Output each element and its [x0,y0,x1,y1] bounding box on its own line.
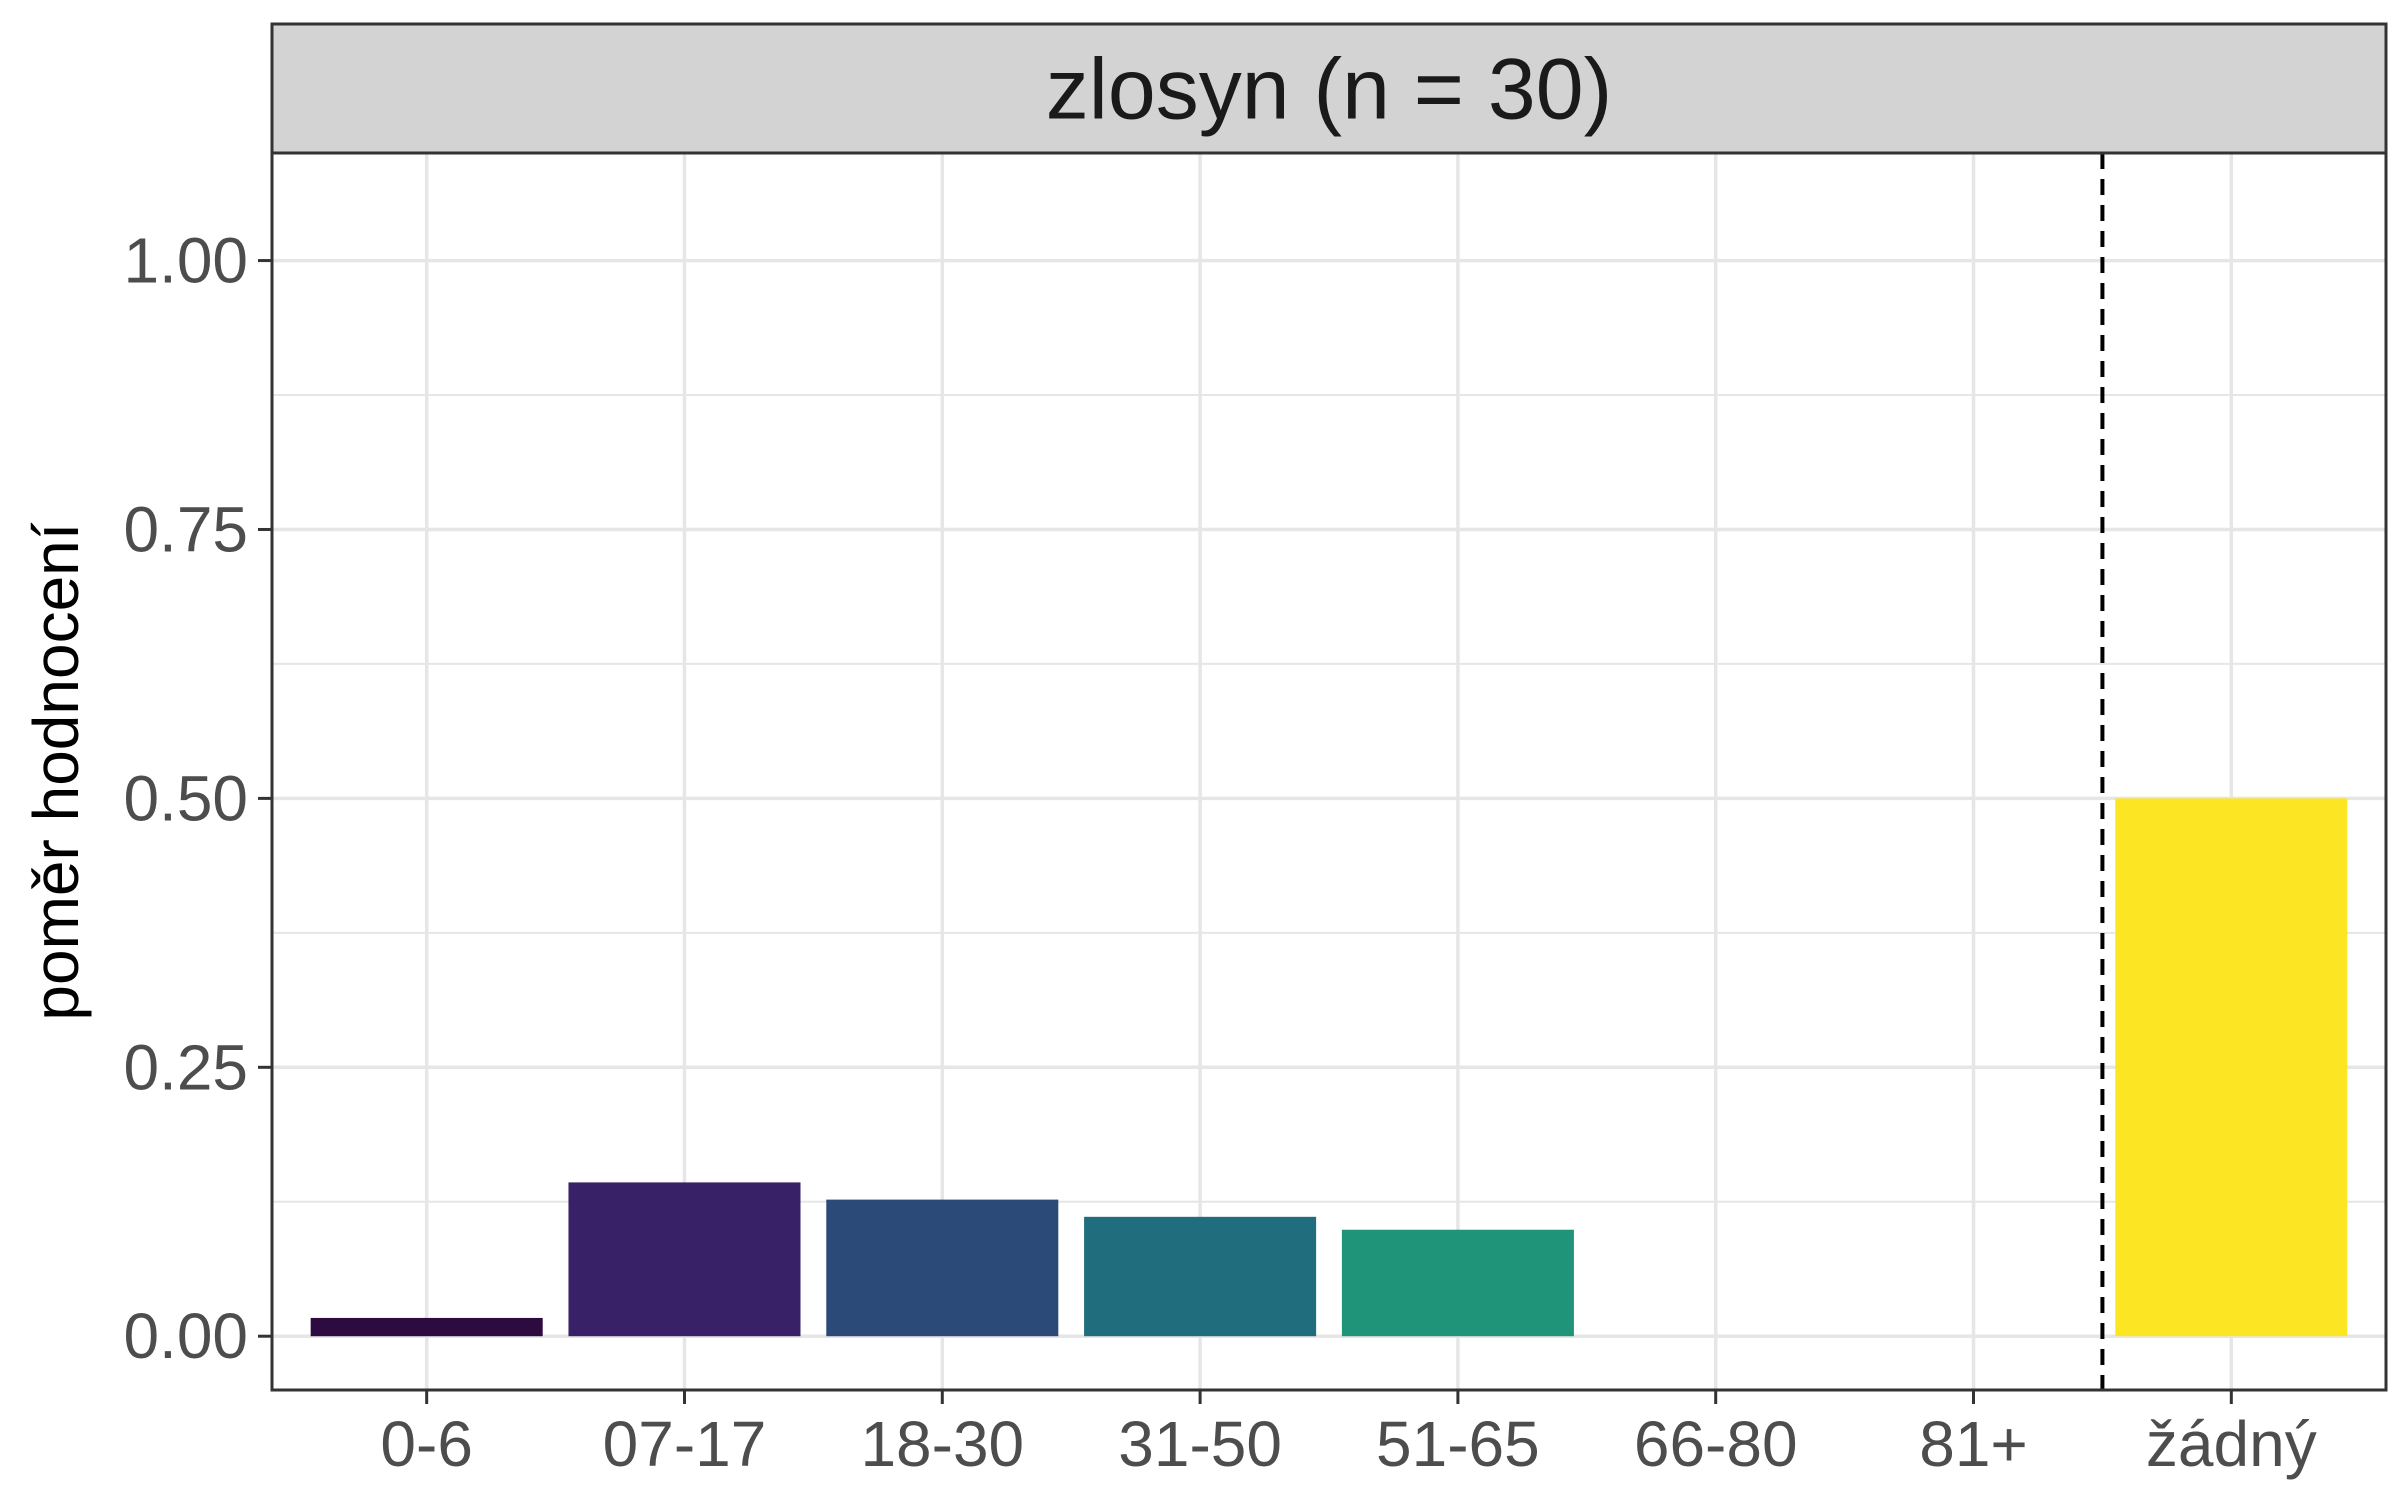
x-tick-label: žádný [2146,1408,2317,1480]
y-tick-label: 0.50 [123,762,248,834]
bar-18-30 [826,1199,1059,1337]
y-tick-label: 1.00 [123,225,248,297]
bars [310,798,2348,1337]
x-tick-label: 07-17 [603,1408,767,1480]
bar-0-6 [310,1317,543,1337]
x-tick-label: 51-65 [1376,1408,1540,1480]
bar-07-17 [568,1182,801,1337]
major-gridlines [272,153,2386,1390]
x-tick-label: 66-80 [1634,1408,1798,1480]
x-tick-label: 18-30 [860,1408,1024,1480]
x-tick-label: 0-6 [380,1408,473,1480]
bar-žádný [2115,798,2348,1337]
y-tick-label: 0.00 [123,1300,248,1372]
y-axis-title: poměr hodnocení [20,522,92,1020]
facet-strip-title: zlosyn (n = 30) [1046,42,1612,138]
y-tick-label: 0.25 [123,1031,248,1103]
minor-gridlines [272,394,2386,1203]
facet-strip [270,22,2388,155]
x-axis: 0-6 07-17 18-30 31-50 51-65 66-80 81+ žádný [380,1390,2317,1480]
x-tick-label: 81+ [1919,1408,2028,1480]
y-tick-label: 0.75 [123,493,248,565]
bar-51-65 [1341,1229,1574,1337]
bar-31-50 [1084,1216,1317,1337]
y-axis: 0.00 0.25 0.50 0.75 1.00 [123,225,272,1372]
x-tick-label: 31-50 [1118,1408,1282,1480]
